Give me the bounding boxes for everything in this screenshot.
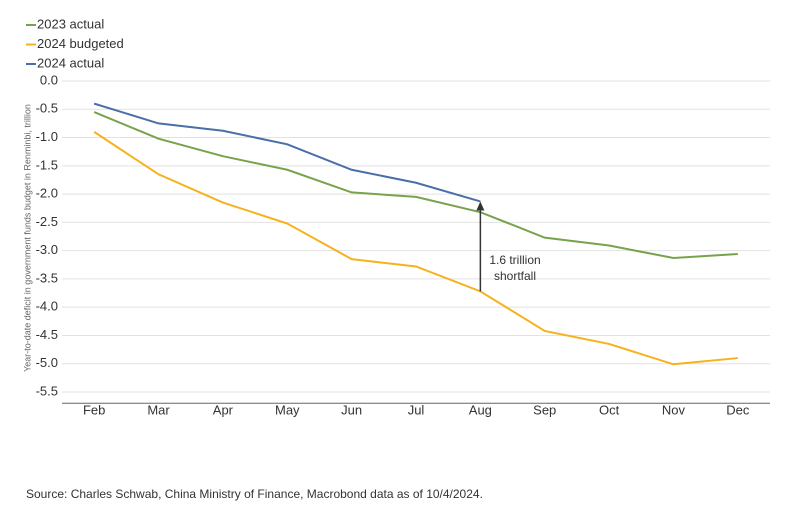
y-tick-label: -2.0: [36, 186, 58, 201]
y-tick-label: 0.0: [40, 72, 58, 87]
source: Source: Charles Schwab, China Ministry o…: [26, 487, 483, 501]
x-tick-label: Mar: [147, 403, 170, 418]
y-tick-label: -1.0: [36, 129, 58, 144]
legend-label: 2024 actual: [37, 55, 104, 70]
x-tick-label: May: [275, 403, 300, 418]
x-tick-label: Jul: [408, 403, 425, 418]
legend-label: 2023 actual: [37, 16, 104, 31]
y-tick-label: -5.0: [36, 355, 58, 370]
legend-label: 2024 budgeted: [37, 36, 124, 51]
series-line: [93, 102, 481, 203]
y-tick-label: -2.5: [36, 214, 58, 229]
y-axis-label: Year-to-date deficit in government funds…: [22, 104, 32, 372]
series-line: [93, 111, 738, 259]
y-tick-label: -0.5: [36, 101, 58, 116]
y-tick-label: -4.0: [36, 299, 58, 314]
x-tick-label: Feb: [83, 403, 105, 418]
x-tick-label: Apr: [213, 403, 234, 418]
x-tick-label: Oct: [599, 403, 620, 418]
x-tick-label: Sep: [533, 403, 556, 418]
annotation-text: shortfall: [494, 269, 536, 283]
x-tick-label: Nov: [662, 403, 686, 418]
x-tick-label: Aug: [469, 403, 492, 418]
y-tick-label: -5.5: [36, 383, 58, 398]
y-tick-label: -4.5: [36, 327, 58, 342]
annotation-text: 1.6 trillion: [489, 253, 540, 267]
y-tick-label: -3.5: [36, 270, 58, 285]
annotation-arrowhead: [476, 201, 485, 211]
y-tick-label: -3.0: [36, 242, 58, 257]
series-line: [93, 131, 738, 366]
x-tick-label: Jun: [341, 403, 362, 418]
y-tick-label: -1.5: [36, 157, 58, 172]
x-tick-label: Dec: [726, 403, 750, 418]
